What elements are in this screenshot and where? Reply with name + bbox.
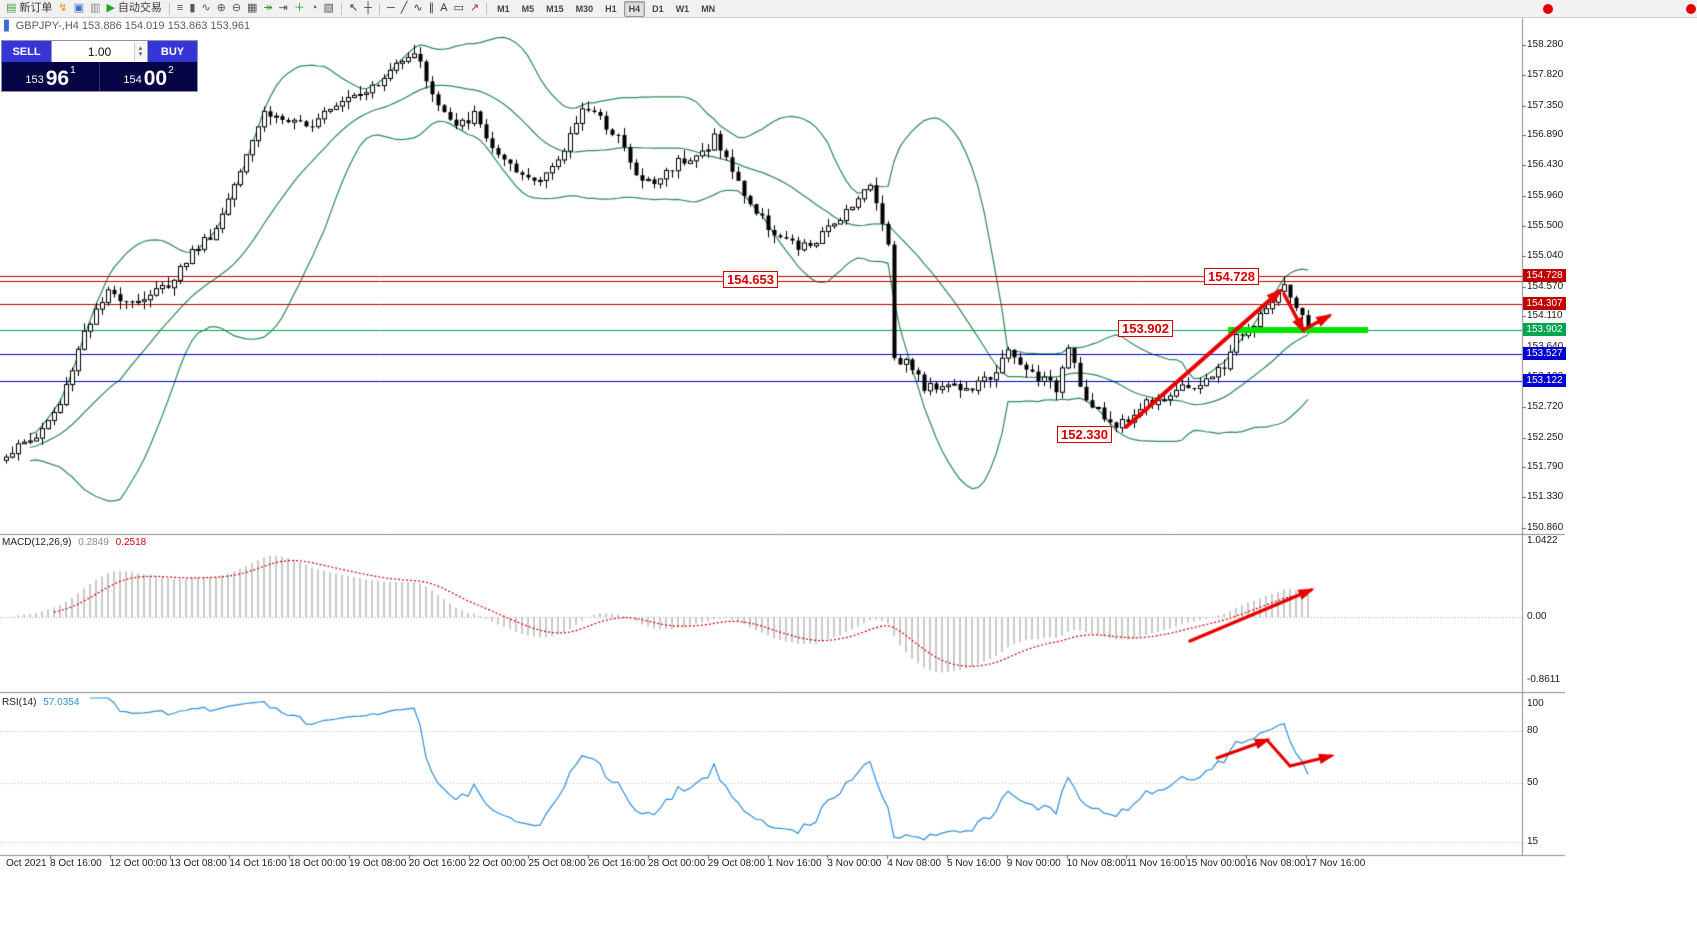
- horizontal-line-icon[interactable]: ─: [384, 2, 398, 15]
- toolbar-separator: [340, 2, 342, 15]
- data-window-icon[interactable]: ▥: [87, 2, 103, 15]
- templates-icon: ▧: [323, 2, 334, 14]
- timeframe-mn[interactable]: MN: [701, 3, 716, 14]
- record-status-icon: [1686, 4, 1696, 14]
- crosshair-icon[interactable]: ┼: [361, 2, 375, 15]
- new-order-button[interactable]: ▤ 新订单: [3, 2, 55, 15]
- tile-windows-icon[interactable]: ▦: [244, 2, 260, 15]
- timeframe-m30[interactable]: M30: [575, 3, 594, 14]
- symbol-ohlc-text: GBPJPY-,H4 153.886 154.019 153.863 153.9…: [15, 20, 251, 32]
- new-order-button-label: 新订单: [19, 2, 53, 14]
- chart-shift-icon[interactable]: ⇥: [276, 2, 291, 15]
- rsi-name: RSI(14): [2, 697, 37, 708]
- line-chart-icon[interactable]: ∿: [198, 2, 213, 15]
- shapes-icon[interactable]: ▭: [450, 2, 466, 15]
- macd-signal-value: 0.2518: [115, 537, 147, 548]
- tile-windows-icon: ▦: [247, 2, 258, 14]
- arrow-tool-icon: ↗: [469, 2, 480, 14]
- macd-main-value: 0.2849: [78, 537, 109, 548]
- arrow-tool-icon[interactable]: ↗: [467, 2, 482, 15]
- timeframe-m15[interactable]: M15: [546, 3, 564, 14]
- polyline-icon[interactable]: ∿: [410, 2, 425, 15]
- chart-shift-icon: ⇥: [278, 2, 288, 14]
- macd-indicator-label: MACD(12,26,9) 0.2849 0.2518: [2, 537, 146, 548]
- volume-down-icon[interactable]: ▾: [138, 50, 143, 58]
- buy-price-display[interactable]: 154 00 2: [99, 62, 197, 91]
- auto-scroll-icon: ↠: [263, 2, 273, 14]
- alert-status-icon[interactable]: [1543, 4, 1553, 14]
- bars-chart-icon: ≡: [176, 2, 184, 14]
- buy-price-integer: 154: [123, 74, 142, 86]
- volume-spinner[interactable]: ▴ ▾: [134, 42, 146, 61]
- new-order-icon: ▤: [6, 2, 17, 14]
- alerts-icon[interactable]: ↯: [55, 2, 70, 15]
- line-chart-icon: ∿: [201, 2, 211, 14]
- toolbar-separator: [486, 2, 488, 15]
- market-watch-icon: ▣: [73, 2, 85, 14]
- channel-icon: ∥: [428, 2, 435, 14]
- periods-icon: ◔: [310, 2, 318, 14]
- channel-icon[interactable]: ∥: [426, 2, 438, 15]
- toolbar-separator: [168, 2, 170, 15]
- volume-input[interactable]: 1.00 ▴ ▾: [51, 41, 148, 62]
- cursor-icon: ↖: [348, 2, 359, 14]
- autotrading-icon: ▶: [106, 2, 115, 14]
- indicators-icon[interactable]: ＋: [291, 2, 308, 15]
- trendline-icon: ╱: [400, 2, 408, 14]
- rsi-indicator-label: RSI(14) 57.0354: [2, 697, 79, 708]
- crosshair-icon: ┼: [364, 2, 372, 14]
- timeframe-m5[interactable]: M5: [521, 3, 535, 14]
- zoom-in-icon[interactable]: ⊕: [214, 2, 229, 15]
- rsi-value: 57.0354: [43, 697, 80, 708]
- sell-price-display[interactable]: 153 96 1: [2, 62, 99, 91]
- symbol-chart-icon: ▋: [4, 20, 12, 32]
- volume-up-icon[interactable]: ▴: [138, 44, 143, 52]
- sell-price-pips: 96: [45, 67, 70, 90]
- auto-scroll-icon[interactable]: ↠: [260, 2, 275, 15]
- trendline-icon[interactable]: ╱: [398, 2, 411, 15]
- sell-price-point: 1: [70, 65, 76, 76]
- buy-button[interactable]: BUY: [148, 41, 197, 62]
- buy-price-point: 2: [168, 65, 174, 76]
- buy-price-pips: 00: [143, 67, 168, 90]
- text-label-icon[interactable]: A: [437, 2, 450, 15]
- toolbar-separator: [378, 2, 380, 15]
- one-click-trading-panel: SELL 1.00 ▴ ▾ BUY 153 96 1 154 00 2: [1, 40, 198, 92]
- indicators-icon: ＋: [293, 2, 305, 14]
- bars-chart-icon[interactable]: ≡: [174, 2, 186, 15]
- zoom-out-icon: ⊖: [231, 2, 242, 14]
- horizontal-line-icon: ─: [386, 2, 395, 14]
- timeframe-m1[interactable]: M1: [497, 3, 510, 14]
- autotrading-button-label: 自动交易: [117, 2, 162, 14]
- shapes-icon: ▭: [453, 2, 464, 14]
- zoom-in-icon: ⊕: [216, 2, 226, 14]
- volume-value: 1.00: [87, 44, 112, 59]
- polyline-icon: ∿: [413, 2, 423, 14]
- alerts-icon: ↯: [58, 2, 68, 14]
- sell-price-integer: 153: [25, 74, 44, 86]
- autotrading-button[interactable]: ▶ 自动交易: [103, 2, 164, 15]
- candlestick-chart-icon[interactable]: ▮: [186, 2, 198, 15]
- market-watch-icon[interactable]: ▣: [71, 2, 87, 15]
- chart-title-bar: ▋ GBPJPY-,H4 153.886 154.019 153.863 153…: [4, 20, 250, 32]
- templates-icon[interactable]: ▧: [321, 2, 337, 15]
- cursor-icon[interactable]: ↖: [346, 2, 361, 15]
- macd-name: MACD(12,26,9): [2, 537, 72, 548]
- timeframe-w1[interactable]: W1: [675, 3, 690, 14]
- trade-panel-prices: 153 96 1 154 00 2: [2, 62, 197, 91]
- data-window-icon: ▥: [90, 2, 101, 14]
- trade-panel-controls: SELL 1.00 ▴ ▾ BUY: [2, 41, 197, 62]
- timeframe-d1[interactable]: D1: [652, 3, 664, 14]
- sell-button[interactable]: SELL: [2, 41, 51, 62]
- zoom-out-icon[interactable]: ⊖: [229, 2, 244, 15]
- timeframe-h4[interactable]: H4: [623, 0, 646, 17]
- main-toolbar: ▤ 新订单 ↯ ▣ ▥ ▶ 自动交易 ≡ ▮ ∿ ⊕ ⊖ ▦ ↠ ⇥ ＋ ◔ ▧ ↖ ┼ ─ ╱ ∿ ∥ A ▭ ↗ M1 M5 M15 M…: [0, 0, 1697, 18]
- candlestick-chart-icon: ▮: [189, 2, 196, 14]
- periods-icon[interactable]: ◔: [308, 2, 321, 15]
- text-label-icon: A: [440, 2, 448, 14]
- timeframe-h1[interactable]: H1: [605, 3, 617, 14]
